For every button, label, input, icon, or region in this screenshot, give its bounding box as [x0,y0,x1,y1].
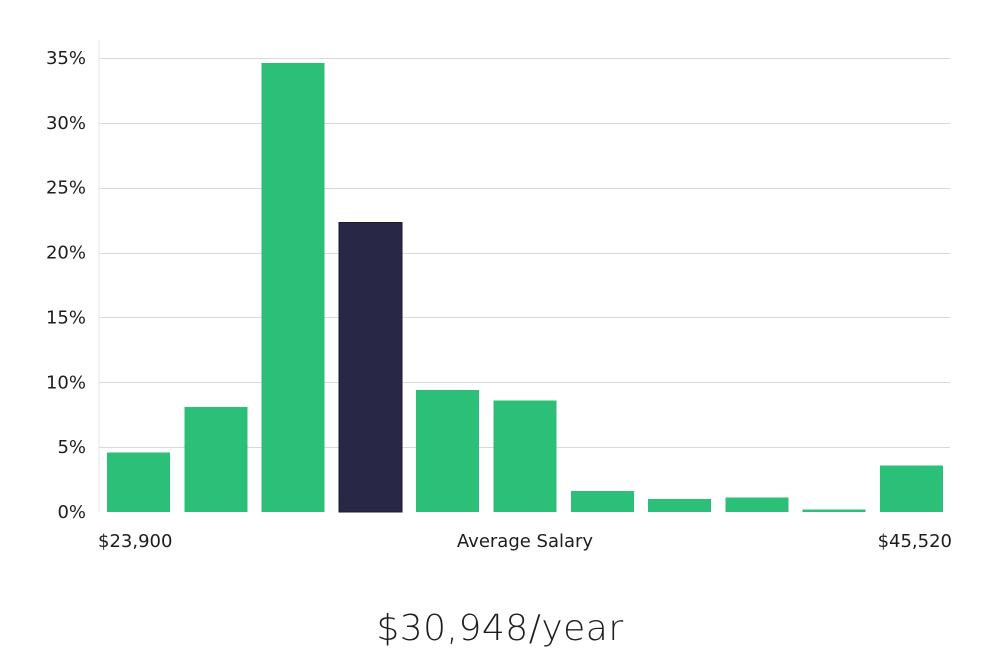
bar-1 [107,452,170,512]
y-tick-label: 5% [57,437,86,458]
bar-highlighted-average [338,222,403,513]
y-tick-label: 30% [46,113,86,134]
bars [107,63,943,513]
y-tick-label: 25% [46,178,86,199]
y-tick-label: 0% [57,502,86,523]
average-salary-summary: $30,948/year [376,608,624,649]
x-min-label: $23,900 [98,531,172,552]
y-tick-label: 35% [46,48,86,69]
x-axis-title: Average Salary [457,531,594,552]
y-tick-label: 15% [46,307,86,328]
bar-9 [725,497,789,512]
bar-5 [416,390,480,512]
y-axis-ticks: 0% 5% 10% 15% 20% 25% 30% 35% [46,48,86,523]
x-max-label: $45,520 [878,531,952,552]
bar-2 [184,406,248,512]
bar-10 [802,509,866,512]
y-tick-label: 10% [46,372,86,393]
bar-11 [880,465,943,512]
gridlines [99,58,950,448]
bar-3 [261,63,325,512]
salary-histogram-chart: 0% 5% 10% 15% 20% 25% 30% 35% $23,900 Average S… [46,40,952,552]
bar-6 [493,400,557,512]
bar-8 [648,499,712,512]
bar-7 [570,491,634,512]
y-tick-label: 20% [46,243,86,264]
